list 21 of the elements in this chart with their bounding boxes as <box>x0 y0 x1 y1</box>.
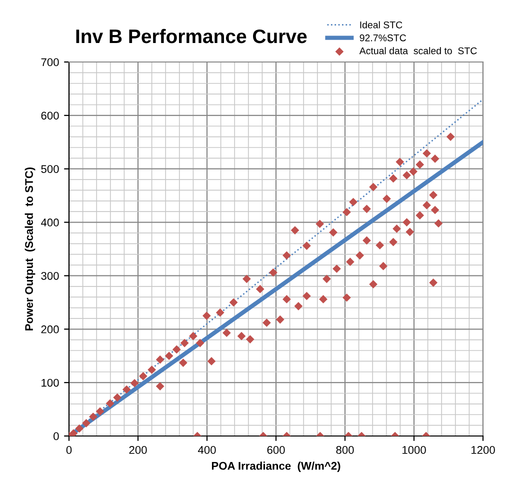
x-tick-label: 1000 <box>402 446 426 454</box>
y-axis-title: Power Output (Scaled to STC) <box>24 167 36 330</box>
y-tick-label: 400 <box>40 218 59 226</box>
y-tick-label: 0 <box>54 432 59 440</box>
y-tick-label: 100 <box>42 378 59 387</box>
legend-label: Ideal STC <box>360 21 402 28</box>
legend-label: 92.7%STC <box>360 34 406 42</box>
y-tick-label: 300 <box>41 272 59 280</box>
legend-label: Actual data scaled to STC <box>359 47 477 54</box>
y-tick-label: 700 <box>41 58 59 66</box>
x-axis-title: POA Irradiance (W/m^2) <box>212 462 340 472</box>
x-tick-label: 0 <box>66 446 72 454</box>
x-tick-label: 400 <box>198 446 216 454</box>
chart-title: Inv B Performance Curve <box>76 28 307 44</box>
y-tick-label: 600 <box>41 112 59 120</box>
y-tick-label: 200 <box>41 325 59 334</box>
x-tick-label: 200 <box>129 446 147 454</box>
y-tick-label: 500 <box>41 165 59 173</box>
x-tick-label: 1200 <box>471 446 495 454</box>
x-tick-label: 600 <box>267 446 285 454</box>
x-tick-label: 800 <box>336 446 354 454</box>
